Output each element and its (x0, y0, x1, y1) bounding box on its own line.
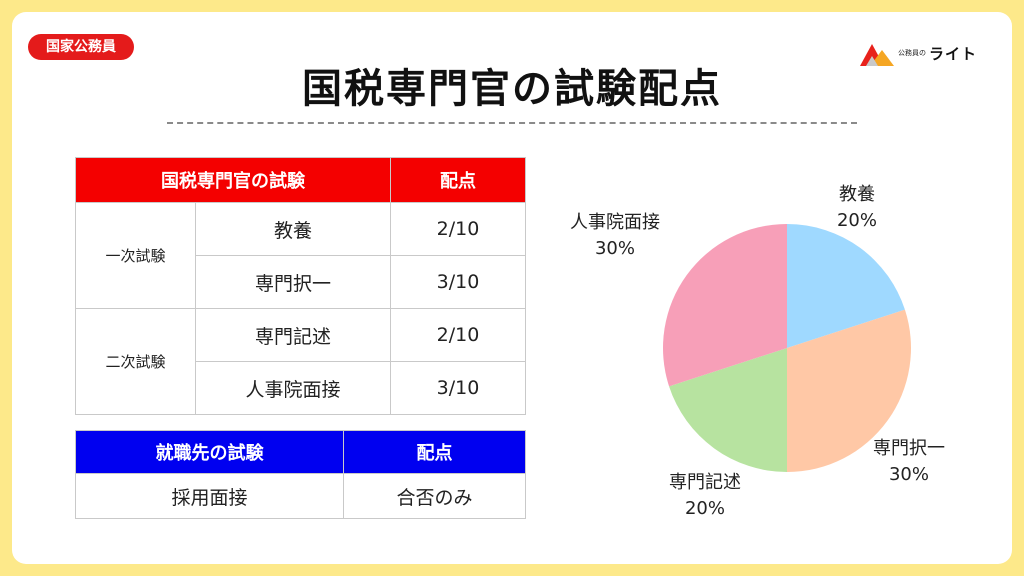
header-exam: 就職先の試験 (75, 430, 344, 474)
slice-percent-label: 30% (889, 464, 929, 485)
pie-svg: 教養 20% 専門択一 30% 専門記述 20% 人事院面接 30% (570, 184, 945, 519)
slice-category-label: 専門択一 (873, 438, 945, 459)
score-pie-chart: 教養 20% 専門択一 30% 専門記述 20% 人事院面接 30% (552, 162, 992, 542)
brand-logo: 公務員の ライト (858, 36, 998, 70)
slice-percent-label: 20% (685, 498, 725, 519)
subject-cell: 専門記述 (195, 308, 391, 362)
logo-big-text: ライト (929, 44, 978, 63)
table-header-row: 国税専門官の試験 配点 (75, 157, 526, 203)
slice-percent-label: 30% (595, 238, 635, 259)
category-badge: 国家公務員 (28, 34, 134, 60)
header-exam: 国税専門官の試験 (75, 157, 391, 203)
slice-category-label: 人事院面接 (570, 212, 660, 233)
page-title: 国税専門官の試験配点 (302, 66, 722, 112)
table-row: 一次試験 教養 2/10 (75, 202, 526, 309)
pie-slice (669, 348, 787, 472)
table-row: 人事院面接 3/10 (76, 361, 526, 415)
score-cell: 2/10 (390, 202, 526, 256)
pie-slice (787, 309, 911, 472)
table-row: 採用面接 合否のみ (75, 473, 526, 519)
exam-score-table: 国税専門官の試験 配点 一次試験 教養 2/10 専門択一 3/10 二次試験 … (75, 157, 526, 415)
score-cell: 合否のみ (343, 473, 526, 519)
stage-cell: 二次試験 (75, 308, 196, 415)
score-cell: 3/10 (390, 255, 526, 309)
subject-cell: 教養 (195, 202, 391, 256)
table-row: 専門択一 3/10 (76, 255, 526, 309)
subject-cell: 専門択一 (195, 255, 391, 309)
table-row: 二次試験 専門記述 2/10 (75, 308, 526, 415)
slide-card: 国家公務員 公務員の ライト 国税専門官の試験配点 国税専門官の試験 配点 一次… (12, 12, 1012, 564)
subject-cell: 人事院面接 (195, 361, 391, 415)
title-divider (167, 122, 857, 124)
header-score: 配点 (343, 430, 526, 474)
header-score: 配点 (390, 157, 526, 203)
slice-category-label: 専門記述 (669, 472, 741, 493)
subject-cell: 採用面接 (75, 473, 344, 519)
stage-cell: 一次試験 (75, 202, 196, 309)
score-cell: 2/10 (390, 308, 526, 362)
score-cell: 3/10 (390, 361, 526, 415)
logo-small-text: 公務員の (898, 49, 926, 57)
mountain-logo-icon (860, 44, 894, 66)
pie-slice (663, 224, 787, 387)
employment-exam-table: 就職先の試験 配点 採用面接 合否のみ (75, 430, 526, 519)
slice-category-label: 教養 (839, 184, 875, 205)
slice-percent-label: 20% (837, 210, 877, 231)
pie-slice (787, 224, 905, 348)
table-header-row: 就職先の試験 配点 (75, 430, 526, 474)
